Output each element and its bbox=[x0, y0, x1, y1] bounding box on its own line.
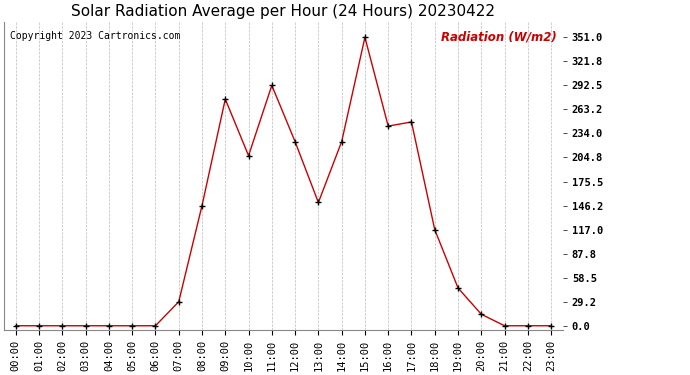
Text: Radiation (W/m2): Radiation (W/m2) bbox=[442, 31, 557, 44]
Title: Solar Radiation Average per Hour (24 Hours) 20230422: Solar Radiation Average per Hour (24 Hou… bbox=[72, 4, 495, 19]
Text: Copyright 2023 Cartronics.com: Copyright 2023 Cartronics.com bbox=[10, 31, 180, 41]
